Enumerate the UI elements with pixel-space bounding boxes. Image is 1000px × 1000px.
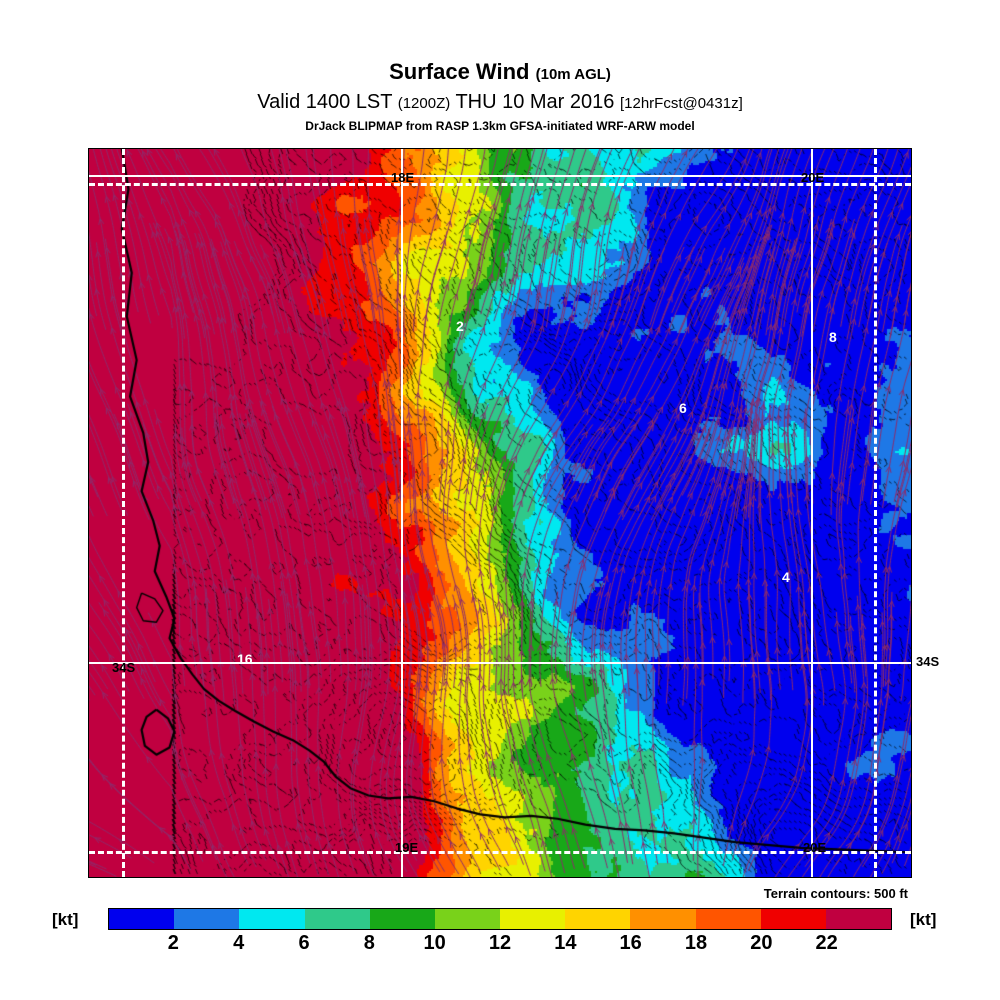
contour-value-label: 8 bbox=[829, 329, 837, 345]
title-block: Surface Wind (10m AGL) Valid 1400 LST (1… bbox=[0, 60, 1000, 134]
contour-value-label: 4 bbox=[782, 569, 790, 585]
colorbar-swatch bbox=[565, 909, 631, 929]
colorbar-tick-label: 6 bbox=[298, 932, 310, 954]
title-valid-line: Valid 1400 LST (1200Z) THU 10 Mar 2016 [… bbox=[0, 89, 1000, 117]
map-frame[interactable]: 18E 20E 19E 20E 2 6 8 4 16 bbox=[88, 148, 912, 878]
contour-value-label: 2 bbox=[456, 318, 464, 334]
colorbar-swatch bbox=[630, 909, 696, 929]
colorbar-tick-label: 4 bbox=[233, 932, 245, 954]
lat-label-left: 34S bbox=[112, 660, 136, 675]
page-title: Surface Wind (10m AGL) bbox=[0, 60, 1000, 87]
colorbar-gradient[interactable] bbox=[108, 908, 892, 930]
valid-zulu: (1200Z) bbox=[397, 95, 451, 112]
colorbar-tick-label: 2 bbox=[167, 932, 179, 954]
colorbar-tick-label: 10 bbox=[423, 932, 446, 954]
graticule-line bbox=[89, 662, 911, 664]
colorbar-unit-right: [kt] bbox=[910, 910, 937, 929]
colorbar-swatch bbox=[239, 909, 305, 929]
colorbar-swatch bbox=[500, 909, 566, 929]
graticule-line bbox=[811, 149, 813, 877]
model-description: DrJack BLIPMAP from RASP 1.3km GFSA-init… bbox=[305, 119, 695, 133]
contour-value-label: 6 bbox=[679, 400, 687, 416]
forecast-stamp: [12hrFcst@0431z] bbox=[619, 95, 743, 112]
colorbar-tick-label: 22 bbox=[815, 932, 838, 954]
graticule-line bbox=[89, 175, 911, 177]
colorbar-swatch bbox=[174, 909, 240, 929]
colorbar-tick-label: 18 bbox=[684, 932, 708, 954]
colorbar-swatch bbox=[434, 909, 501, 929]
colorbar-swatch bbox=[109, 909, 175, 929]
contour-value-label: 16 bbox=[237, 651, 253, 667]
title-main-text: Surface Wind bbox=[389, 59, 530, 84]
colorbar-swatch bbox=[369, 909, 435, 929]
colorbar-swatch bbox=[304, 909, 370, 929]
colorbar-swatch bbox=[695, 909, 761, 929]
colorbar-swatch bbox=[760, 909, 826, 929]
lon-label-bottom-right: 20E bbox=[803, 840, 827, 855]
lon-label-bottom-center: 19E bbox=[395, 840, 419, 855]
colorbar-tick-label: 14 bbox=[554, 932, 577, 954]
graticule-line bbox=[401, 149, 403, 877]
lon-label-top-center: 18E bbox=[391, 170, 415, 185]
colorbar-tick-label: 16 bbox=[619, 932, 642, 954]
lat-label-right: 34S bbox=[916, 654, 940, 669]
valid-date: THU 10 Mar 2016 bbox=[455, 91, 615, 113]
colorbar-tick-label: 12 bbox=[488, 932, 512, 954]
title-altitude: (10m AGL) bbox=[535, 66, 611, 83]
colorbar-unit-left: [kt] bbox=[52, 910, 79, 929]
valid-time: Valid 1400 LST bbox=[257, 91, 393, 113]
wind-field-map[interactable] bbox=[89, 149, 911, 877]
colorbar-legend: [kt] [kt] 2 4 6 8 10 12 14 16 18 20 22 bbox=[0, 908, 1000, 954]
colorbar-swatch bbox=[825, 909, 892, 929]
colorbar-tick-label: 20 bbox=[750, 932, 773, 954]
colorbar-ticks: 2 4 6 8 10 12 14 16 18 20 22 bbox=[108, 932, 892, 958]
lon-label-top-right: 20E bbox=[801, 170, 825, 185]
terrain-contour-note: Terrain contours: 500 ft bbox=[763, 886, 908, 901]
colorbar-tick-label: 8 bbox=[363, 932, 375, 954]
